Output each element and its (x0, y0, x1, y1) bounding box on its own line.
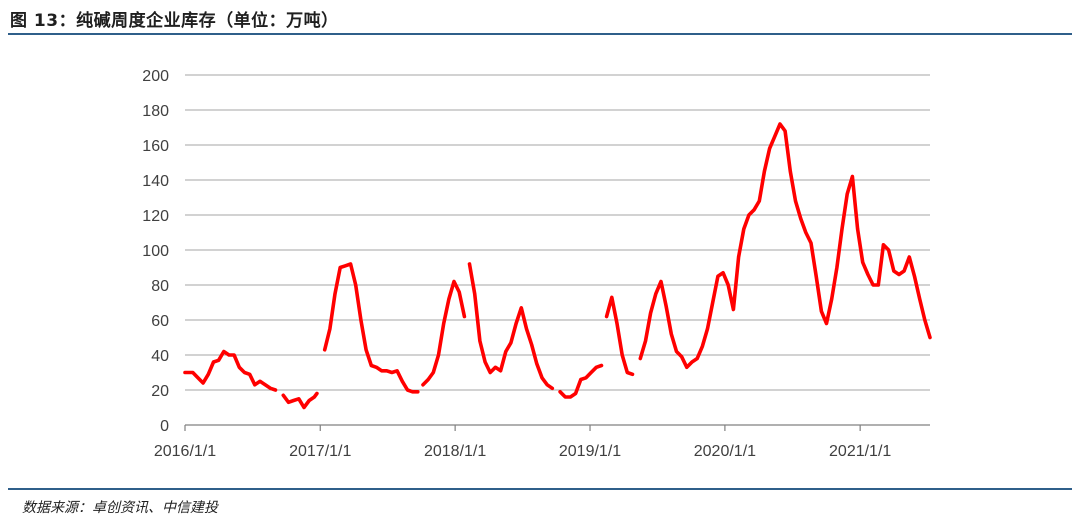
series-segment-5 (558, 363, 604, 399)
x-tick-label: 2018/1/1 (424, 443, 486, 460)
x-tick-label: 2019/1/1 (559, 443, 621, 460)
inventory-line-chart: 0 20 40 60 80 100 120 140 160 180 200 2016/1/1 2017… (142, 68, 932, 460)
series-lines (183, 122, 932, 410)
y-tick-label: 20 (151, 383, 169, 400)
y-tick-label: 0 (160, 418, 169, 435)
series-segment-4 (467, 262, 555, 391)
series-segment-3 (421, 279, 467, 387)
y-tick-label: 160 (142, 138, 169, 155)
figure-title: 图 13：纯碱周度企业库存（单位：万吨） (10, 11, 339, 31)
y-tick-label: 180 (142, 103, 169, 120)
y-tick-label: 200 (142, 68, 169, 85)
x-tick-label: 2021/1/1 (829, 443, 891, 460)
series-segment-2 (322, 262, 420, 394)
source-note: 数据来源：卓创资讯、中信建投 (22, 500, 218, 516)
series-segment-1 (281, 391, 319, 410)
gridlines (185, 74, 930, 391)
x-tick-label: 2020/1/1 (694, 443, 756, 460)
y-tick-label: 140 (142, 173, 169, 190)
x-tick-label: 2016/1/1 (154, 443, 216, 460)
y-tick-label: 100 (142, 243, 169, 260)
top-divider (8, 33, 1072, 35)
x-axis-ticks: 2016/1/1 2017/1/1 2018/1/1 2019/1/1 2020/1/1… (154, 425, 891, 460)
y-axis-ticks: 0 20 40 60 80 100 120 140 160 180 200 (142, 68, 169, 435)
bottom-divider (8, 488, 1072, 490)
series-segment-7 (638, 122, 932, 370)
x-tick-label: 2017/1/1 (289, 443, 351, 460)
series-segment-0 (183, 349, 278, 392)
y-tick-label: 120 (142, 208, 169, 225)
y-tick-label: 40 (151, 348, 169, 365)
y-tick-label: 80 (151, 278, 169, 295)
y-tick-label: 60 (151, 313, 169, 330)
series-segment-6 (604, 295, 635, 377)
